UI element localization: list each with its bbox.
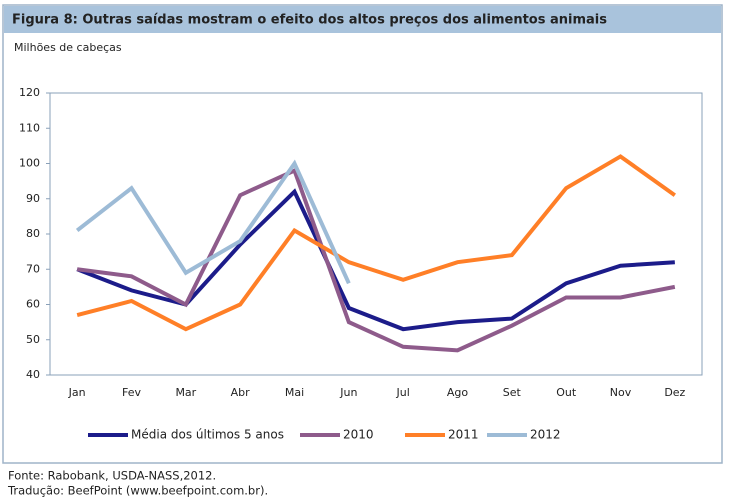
- legend-label: Média dos últimos 5 anos: [131, 428, 284, 442]
- y-tick-label: 90: [26, 192, 40, 205]
- x-tick-label: Ago: [447, 386, 469, 399]
- y-axis-label: Milhões de cabeças: [14, 41, 122, 54]
- x-tick-label: Jun: [339, 386, 357, 399]
- x-tick-label: Out: [556, 386, 577, 399]
- y-tick-label: 80: [26, 227, 40, 240]
- series-line: [76, 154, 676, 332]
- source: Fonte: Rabobank, USDA-NASS,2012.: [8, 469, 216, 483]
- x-tick-label: Fev: [122, 386, 141, 399]
- y-tick-label: 120: [19, 86, 40, 99]
- x-tick-label: Set: [503, 386, 522, 399]
- x-tick-label: Mar: [175, 386, 196, 399]
- frame: [2, 4, 723, 464]
- x-tick-label: Dez: [664, 386, 685, 399]
- y-tick-label: 50: [26, 333, 40, 346]
- series-line: [76, 167, 676, 353]
- y-tick-label: 40: [26, 368, 40, 381]
- chart-title: Figura 8: Outras saídas mostram o efeito…: [12, 13, 607, 28]
- y-tick-label: 100: [19, 157, 40, 170]
- legend-label: 2012: [530, 428, 561, 442]
- y-tick-label: 60: [26, 298, 40, 311]
- series-line: [76, 188, 675, 332]
- y-tick-label: 110: [19, 121, 40, 134]
- x-tick-label: Jul: [396, 386, 410, 399]
- y-tick-label: 70: [26, 262, 40, 275]
- x-tick-label: Nov: [610, 386, 632, 399]
- title-bar: [4, 6, 721, 33]
- legend-label: 2010: [343, 428, 374, 442]
- source: Tradução: BeefPoint (www.beefpoint.com.b…: [7, 484, 268, 498]
- x-tick-label: Jan: [68, 386, 86, 399]
- legend-label: 2011: [448, 428, 479, 442]
- series-line: [75, 159, 351, 285]
- x-tick-label: Mai: [285, 386, 304, 399]
- x-tick-label: Abr: [231, 386, 251, 399]
